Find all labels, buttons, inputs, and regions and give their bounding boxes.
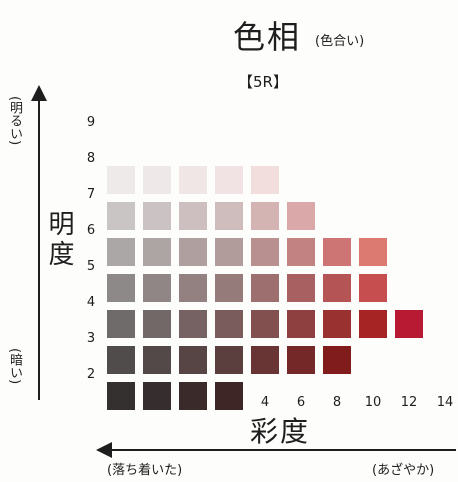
color-chip-v7-3 (215, 202, 243, 230)
color-chip-v6-5 (287, 238, 315, 266)
color-chip-v3-3 (215, 346, 243, 374)
color-chip-v8-4 (251, 166, 279, 194)
color-chip-v7-5 (287, 202, 315, 230)
color-chip-v2-3 (215, 382, 243, 410)
color-chip-v2-2 (179, 382, 207, 410)
color-chip-v3-6 (323, 346, 351, 374)
calm-note: (落ち着いた) (107, 459, 182, 478)
color-chip-v8-0 (107, 166, 135, 194)
color-chip-v2-0 (107, 382, 135, 410)
hue-label: 【5R】 (238, 71, 288, 92)
color-chip-v2-1 (143, 382, 171, 410)
color-chip-v5-0 (107, 274, 135, 302)
color-chip-v6-7 (359, 238, 387, 266)
color-chip-v4-3 (215, 310, 243, 338)
color-chip-v3-5 (287, 346, 315, 374)
chroma-label-4: 4 (250, 395, 280, 410)
color-chip-v5-7 (359, 274, 387, 302)
color-chip-v5-1 (143, 274, 171, 302)
color-chip-v8-2 (179, 166, 207, 194)
value-label-4: 4 (84, 295, 98, 310)
color-chip-v6-1 (143, 238, 171, 266)
color-chip-v4-8 (395, 310, 423, 338)
chroma-label-8: 8 (322, 395, 352, 410)
value-axis-label: 明度 (46, 210, 72, 270)
color-chip-v4-1 (143, 310, 171, 338)
chroma-label-10: 10 (358, 395, 388, 410)
color-chip-v5-3 (215, 274, 243, 302)
value-label-7: 7 (84, 187, 98, 202)
color-chip-v8-3 (215, 166, 243, 194)
value-label-6: 6 (84, 223, 98, 238)
color-chip-v3-2 (179, 346, 207, 374)
value-label-3: 3 (84, 331, 98, 346)
color-chip-v5-6 (323, 274, 351, 302)
color-chip-v4-7 (359, 310, 387, 338)
color-chip-v3-1 (143, 346, 171, 374)
bright-note: (明るい) (8, 96, 21, 145)
color-chip-v3-4 (251, 346, 279, 374)
color-chip-v7-1 (143, 202, 171, 230)
color-chip-v7-0 (107, 202, 135, 230)
vivid-note: (あざやか) (372, 459, 434, 478)
chroma-axis-label: 彩度 (250, 410, 310, 450)
color-chip-v4-4 (251, 310, 279, 338)
color-chip-v6-4 (251, 238, 279, 266)
color-chip-v4-5 (287, 310, 315, 338)
color-chip-v7-2 (179, 202, 207, 230)
dark-note: (暗い) (8, 348, 21, 384)
color-chip-v4-6 (323, 310, 351, 338)
color-chip-v6-0 (107, 238, 135, 266)
value-label-8: 8 (84, 151, 98, 166)
hue-title: 色相 (233, 12, 301, 58)
value-label-9: 9 (84, 115, 98, 130)
color-chip-v3-0 (107, 346, 135, 374)
color-chip-v5-2 (179, 274, 207, 302)
color-chip-v4-0 (107, 310, 135, 338)
color-chip-v6-6 (323, 238, 351, 266)
hue-title-sub: (色合い) (315, 30, 364, 49)
color-chip-v4-2 (179, 310, 207, 338)
color-chip-v6-3 (215, 238, 243, 266)
value-label-2: 2 (84, 367, 98, 382)
chroma-label-14: 14 (430, 395, 458, 410)
color-chip-v5-5 (287, 274, 315, 302)
chroma-label-6: 6 (286, 395, 316, 410)
chroma-label-12: 12 (394, 395, 424, 410)
color-chip-v5-4 (251, 274, 279, 302)
color-chip-v7-4 (251, 202, 279, 230)
color-chip-v6-2 (179, 238, 207, 266)
color-chip-v8-1 (143, 166, 171, 194)
value-label-5: 5 (84, 259, 98, 274)
